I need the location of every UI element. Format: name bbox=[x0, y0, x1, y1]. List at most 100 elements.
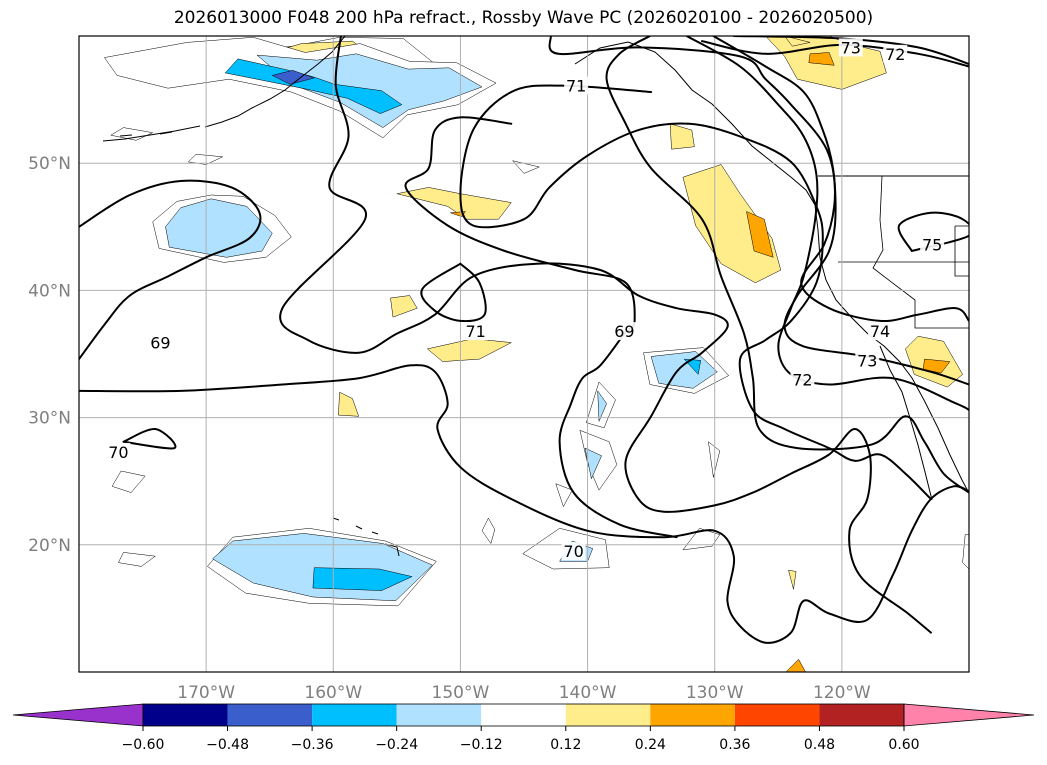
colorbar-tick-label: −0.48 bbox=[206, 737, 249, 753]
y-tick-label: 50°N bbox=[28, 154, 71, 174]
y-tick-label: 40°N bbox=[28, 281, 71, 301]
contour-label-6: 69 bbox=[614, 322, 634, 341]
contour-line-2 bbox=[122, 427, 177, 450]
contour-lines bbox=[79, 36, 969, 644]
anomaly-region-15 bbox=[785, 658, 806, 672]
contour-label-11: 70 bbox=[563, 542, 583, 561]
y-tick-label: 20°N bbox=[28, 536, 71, 556]
colorbar-segment bbox=[565, 704, 651, 726]
anomaly-region-35 bbox=[555, 483, 573, 508]
contour-label-bg bbox=[612, 322, 637, 341]
x-tick-label: 130°W bbox=[686, 683, 744, 703]
contour-label-7: 74 bbox=[870, 322, 890, 341]
alaska-coastline bbox=[204, 36, 346, 128]
state-borders bbox=[838, 175, 969, 329]
contour-line-1 bbox=[79, 364, 969, 644]
colorbar-frame bbox=[142, 703, 905, 727]
contour-label-bg bbox=[564, 76, 589, 95]
anomaly-region-16 bbox=[338, 391, 360, 417]
anomaly-region-44 bbox=[962, 534, 969, 570]
colorbar-segment bbox=[227, 704, 313, 726]
gulf-of-alaska-coastline bbox=[574, 41, 816, 206]
anomaly-region-43 bbox=[118, 552, 156, 567]
contour-label-bg bbox=[106, 442, 131, 461]
contour-label-5: 71 bbox=[466, 322, 486, 341]
contour-label-10: 70 bbox=[108, 443, 128, 462]
contour-label-bg bbox=[883, 44, 908, 63]
contour-label-bg bbox=[838, 38, 863, 57]
anomaly-region-37 bbox=[708, 441, 721, 478]
colorbar-tick-label: −0.24 bbox=[375, 737, 418, 753]
anomaly-region-20 bbox=[271, 70, 316, 85]
contour-line-13 bbox=[897, 211, 969, 252]
contour-line-3 bbox=[279, 36, 932, 634]
map-frame bbox=[78, 35, 970, 673]
colorbar-tick-label: −0.36 bbox=[291, 737, 334, 753]
colorbar-tick-label: −0.12 bbox=[460, 737, 503, 753]
anomaly-region-13 bbox=[784, 36, 811, 47]
map-background bbox=[79, 36, 969, 672]
colorbar-segment bbox=[396, 704, 482, 726]
anomaly-region-8 bbox=[808, 52, 835, 66]
contour-label-bg bbox=[561, 542, 586, 561]
colorbar-extend-low bbox=[12, 703, 144, 727]
contour-label-8: 73 bbox=[857, 351, 877, 370]
anomaly-region-6 bbox=[669, 123, 695, 150]
axis-tick-labels: 170°W 160°W 150°W 140°W 130°W 120°W 20°N 30°N 40… bbox=[28, 154, 871, 703]
colorbar-segment bbox=[481, 704, 566, 726]
contour-label-bg bbox=[463, 322, 488, 341]
anomaly-region-30 bbox=[597, 390, 607, 422]
y-tick-label: 30°N bbox=[28, 409, 71, 429]
colorbar-tick-label: 0.12 bbox=[550, 737, 581, 753]
anomaly-region-2 bbox=[396, 187, 512, 220]
colorbar-segment bbox=[650, 704, 735, 726]
anomaly-region-39 bbox=[110, 127, 154, 141]
contour-label-2: 71 bbox=[566, 77, 586, 96]
anomaly-region-41 bbox=[511, 160, 541, 174]
contour-label-4: 69 bbox=[150, 334, 170, 353]
colorbar-extend-high bbox=[903, 703, 1035, 727]
us-west-coastline bbox=[814, 204, 969, 494]
x-tick-label: 170°W bbox=[177, 683, 235, 703]
anomaly-region-19 bbox=[224, 58, 403, 114]
anomaly-region-25 bbox=[312, 567, 413, 591]
contour-label-1: 72 bbox=[885, 45, 905, 64]
aleutian-islands bbox=[102, 125, 201, 142]
colorbar-tick-label: 0.60 bbox=[888, 737, 919, 753]
contour-label-bg bbox=[920, 235, 945, 254]
anomaly-region-4 bbox=[682, 164, 782, 284]
contour-line-5 bbox=[420, 262, 487, 323]
contour-label-0: 73 bbox=[841, 38, 861, 57]
anomaly-region-14 bbox=[788, 569, 797, 590]
contour-line-7 bbox=[605, 36, 969, 494]
anomaly-fill-layer bbox=[103, 36, 969, 672]
contour-label-bg bbox=[868, 322, 892, 341]
colorbar-segment bbox=[734, 704, 820, 726]
graticule bbox=[79, 36, 969, 672]
contour-label-bg bbox=[790, 370, 815, 389]
contour-line-4 bbox=[404, 116, 678, 539]
contour-line-6 bbox=[459, 84, 932, 500]
anomaly-region-42 bbox=[111, 470, 146, 493]
x-tick-label: 120°W bbox=[813, 683, 871, 703]
contour-label-bg bbox=[148, 333, 173, 352]
x-tick-label: 160°W bbox=[304, 683, 362, 703]
anomaly-region-22 bbox=[165, 198, 273, 258]
colorbar-segment bbox=[312, 704, 397, 726]
contour-labels: 73 72 71 75 69 71 69 74 73 72 70 70 bbox=[106, 38, 945, 561]
colorbar: −0.60 −0.48 −0.36 −0.24 −0.12 0.12 0.24 0.36 0.4… bbox=[12, 703, 1035, 753]
colorbar-segment bbox=[143, 704, 228, 726]
anomaly-region-9 bbox=[390, 295, 418, 318]
hawaii-islands bbox=[332, 517, 400, 557]
contour-line-11 bbox=[712, 36, 969, 323]
anomaly-region-38 bbox=[481, 517, 496, 545]
colorbar-tick-label: −0.60 bbox=[122, 737, 165, 753]
contour-label-3: 75 bbox=[922, 236, 942, 255]
x-tick-label: 150°W bbox=[432, 683, 490, 703]
contour-line-9 bbox=[685, 36, 969, 411]
anomaly-region-32 bbox=[584, 447, 602, 480]
colorbar-tick-label: 0.36 bbox=[719, 737, 750, 753]
colorbar-segment bbox=[819, 704, 904, 726]
colorbar-tick-label: 0.48 bbox=[804, 737, 835, 753]
